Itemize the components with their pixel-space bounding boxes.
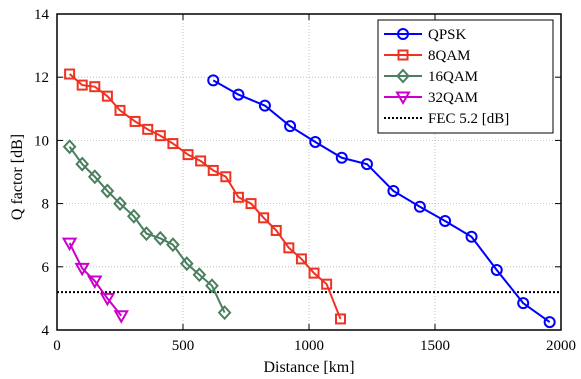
legend-label-fec-5-2-db-: FEC 5.2 [dB] [428, 111, 509, 127]
y-axis-title: Q factor [dB] [9, 134, 26, 220]
y-tick-label: 12 [34, 70, 49, 86]
x-tick-label: 2000 [546, 338, 576, 354]
series-line-32qam [70, 243, 122, 316]
y-tick-label: 14 [34, 7, 50, 23]
x-tick-label: 1000 [294, 338, 324, 354]
x-tick-label: 0 [53, 338, 61, 354]
legend-label-16qam: 16QAM [428, 69, 478, 85]
y-tick-label: 4 [42, 323, 50, 339]
y-tick-label: 6 [42, 260, 50, 276]
y-tick-label: 10 [34, 133, 49, 149]
y-tick-label: 8 [42, 197, 50, 213]
data-point-32qam [115, 311, 127, 322]
x-tick-label: 500 [172, 338, 195, 354]
legend-label-8qam: 8QAM [428, 48, 471, 64]
legend: QPSK 8QAM 16QAM 32QAM FEC 5.2 [dB] [378, 20, 553, 133]
series-line-8qam [70, 74, 341, 319]
legend-label-32qam: 32QAM [428, 90, 478, 106]
x-axis-title: Distance [km] [263, 359, 354, 376]
legend-label-qpsk: QPSK [428, 27, 467, 43]
x-tick-label: 1500 [420, 338, 450, 354]
